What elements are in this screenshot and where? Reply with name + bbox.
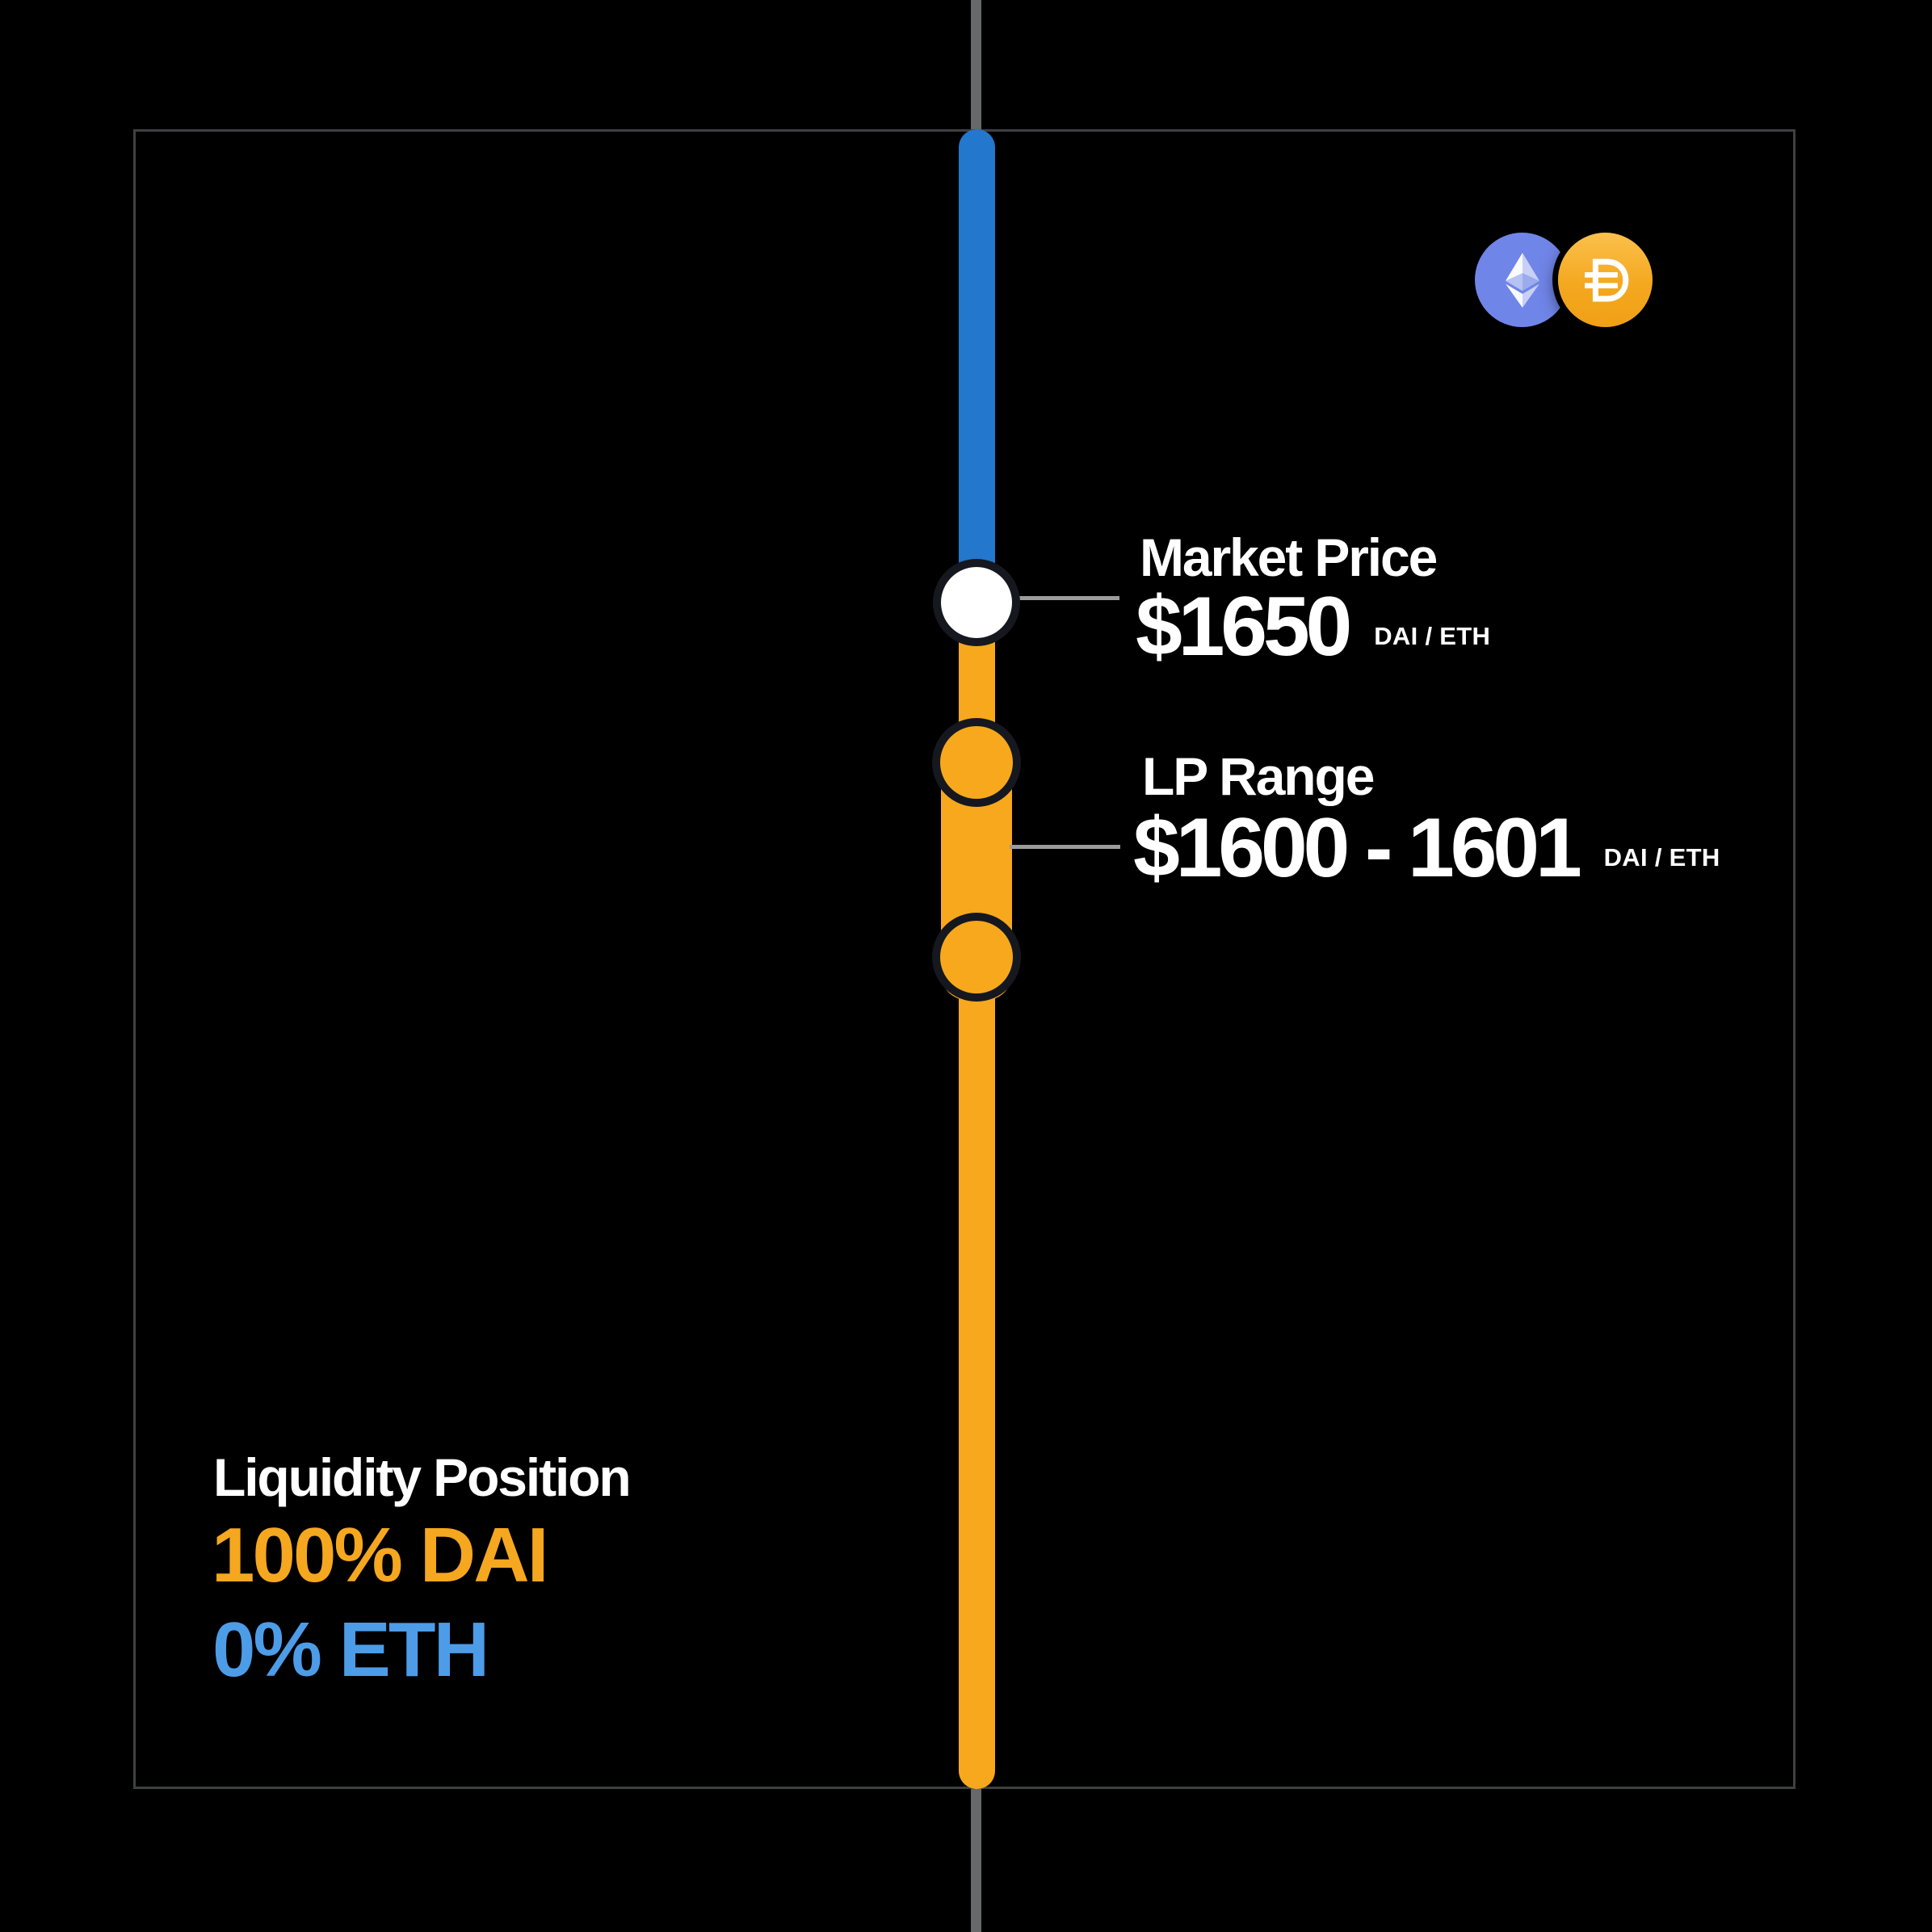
dai-coin-icon — [1558, 233, 1653, 327]
lp-range-connector-line — [1010, 845, 1120, 849]
dai-share-value: 100% DAI — [212, 1512, 548, 1598]
market-price-marker — [933, 559, 1020, 646]
lp-range-label: LP Range — [1142, 746, 1375, 806]
liquidity-position-title: Liquidity Position — [213, 1447, 632, 1507]
dai-logo — [1584, 258, 1628, 301]
lp-range-value-row: $1600 - 1601 DAI / ETH — [1133, 806, 1720, 890]
eth-share-value: 0% ETH — [212, 1606, 489, 1693]
lp-range-value: $1600 - 1601 — [1133, 801, 1582, 895]
lp-range-lower-handle — [932, 913, 1021, 1002]
market-price-unit: DAI / ETH — [1374, 622, 1491, 650]
eth-coin-icon — [1475, 233, 1569, 327]
market-price-value-row: $1650 DAI / ETH — [1136, 585, 1490, 669]
eth-side-price-bar — [959, 129, 995, 606]
lp-range-upper-handle — [932, 718, 1021, 807]
market-price-value: $1650 — [1136, 580, 1352, 674]
lp-range-unit: DAI / ETH — [1603, 843, 1720, 872]
ethereum-logo — [1505, 252, 1539, 308]
market-price-connector-line — [1010, 596, 1119, 600]
chart-frame — [133, 129, 1796, 1789]
market-price-label: Market Price — [1140, 527, 1438, 587]
